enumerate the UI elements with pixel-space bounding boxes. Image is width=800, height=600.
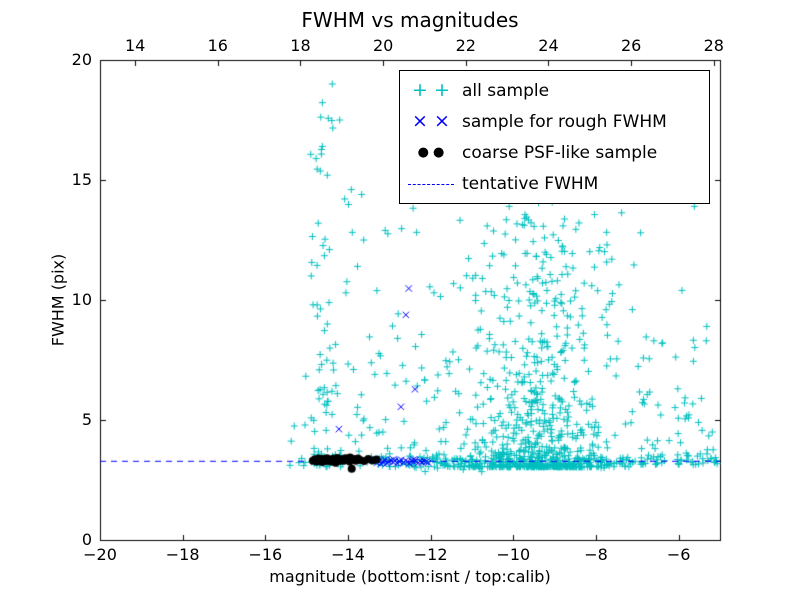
- plus-marker-icon: + +: [412, 79, 450, 101]
- legend-item-1: × × sample for rough FWHM: [400, 106, 709, 137]
- x-marker-icon: × ×: [412, 110, 450, 132]
- x-axis-bottom-tick-label: −18: [165, 545, 200, 564]
- y-axis-tick-label: 15: [71, 170, 92, 189]
- x-axis-top-tick-label: 14: [124, 36, 146, 55]
- x-axis-top-tick-label: 26: [620, 36, 642, 55]
- y-axis-tick-label: 5: [81, 410, 92, 429]
- x-axis-top-tick-label: 28: [703, 36, 724, 55]
- x-axis-top-tick-label: 24: [538, 36, 559, 55]
- dashed-line-icon: [400, 176, 462, 192]
- legend-label: coarse PSF-like sample: [462, 142, 658, 163]
- dot-marker-icon: ● ●: [417, 145, 445, 160]
- x-axis-top-tick-label: 18: [290, 36, 311, 55]
- chart-title: FWHM vs magnitudes: [301, 8, 519, 32]
- legend-item-3: tentative FWHM: [400, 168, 709, 199]
- legend-label: sample for rough FWHM: [462, 111, 667, 132]
- legend: + + all sample × × sample for rough FWHM ● ●…: [399, 70, 710, 204]
- legend-item-2: ● ● coarse PSF-like sample: [400, 137, 709, 168]
- x-axis-top-tick-label: 16: [207, 36, 228, 55]
- legend-label: all sample: [462, 80, 550, 101]
- x-axis-top-tick-label: 20: [372, 36, 394, 55]
- x-axis-label: magnitude (bottom:isnt / top:calib): [269, 567, 551, 586]
- x-axis-bottom-tick-label: −12: [413, 545, 448, 564]
- legend-label: tentative FWHM: [462, 173, 599, 194]
- x-axis-bottom-tick-label: −6: [666, 545, 691, 564]
- y-axis-tick-label: 10: [71, 290, 92, 309]
- x-axis-bottom-tick-label: −8: [584, 545, 608, 564]
- x-axis-bottom-tick-label: −14: [331, 545, 365, 564]
- y-axis-tick-label: 0: [81, 530, 92, 549]
- y-axis-tick-label: 20: [71, 50, 92, 69]
- x-axis-top-tick-label: 22: [455, 36, 476, 55]
- x-axis-bottom-tick-label: −16: [248, 545, 283, 564]
- legend-item-0: + + all sample: [400, 75, 709, 106]
- x-axis-bottom-tick-label: −20: [83, 545, 117, 564]
- x-axis-bottom-tick-label: −10: [496, 545, 531, 564]
